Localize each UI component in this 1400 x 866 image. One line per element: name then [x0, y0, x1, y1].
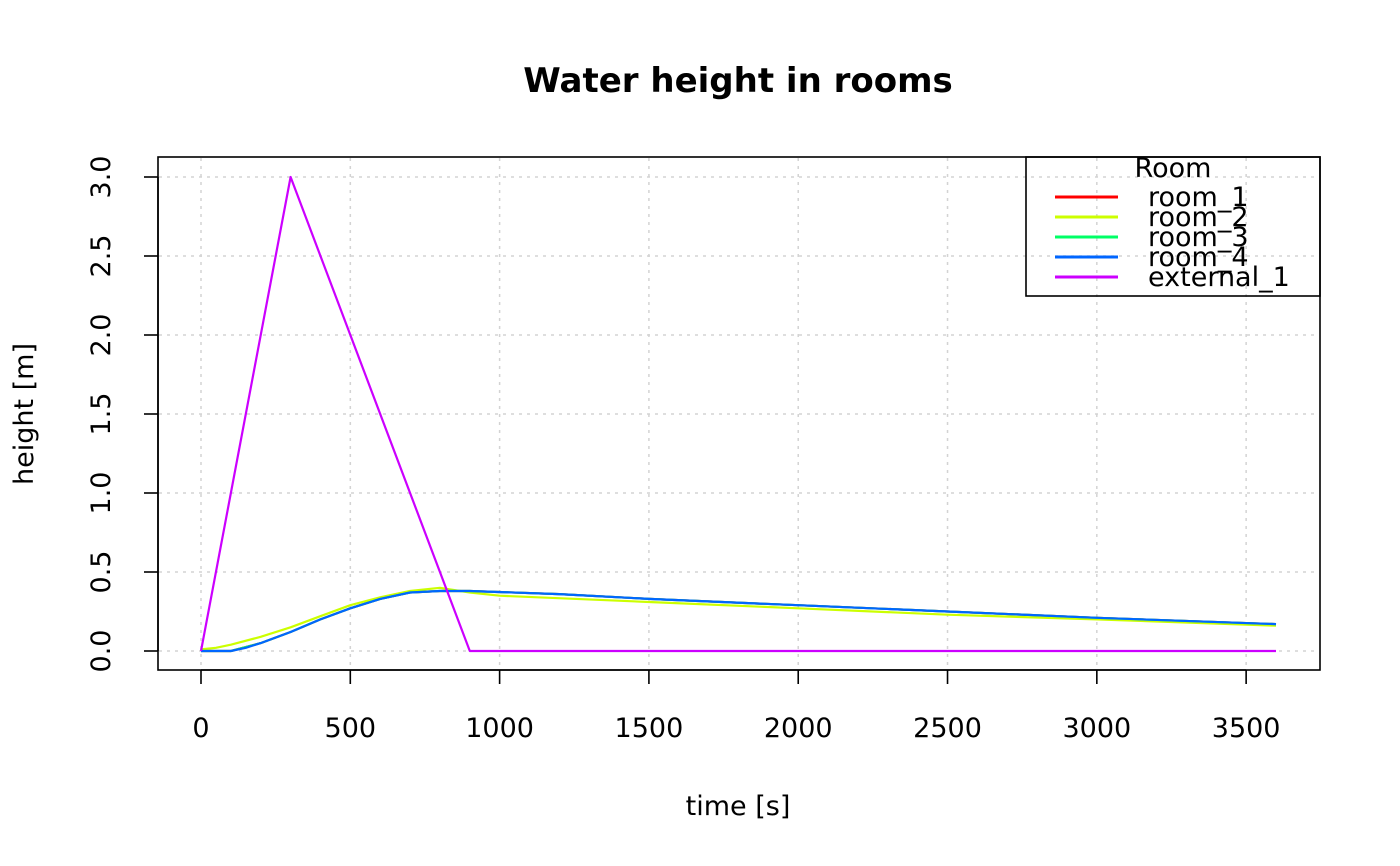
legend-label: room_1 [1148, 182, 1249, 213]
x-tick-label: 3000 [1062, 713, 1131, 744]
y-tick-label: 0.5 [86, 551, 117, 594]
legend-box [1025, 156, 1321, 297]
x-tick-label: 1500 [615, 713, 684, 744]
grid [159, 158, 1319, 669]
legend-label: external_1 [1148, 262, 1290, 293]
chart-title: Water height in rooms [523, 61, 953, 101]
series-line-room-2 [200, 586, 1277, 651]
series-layer [199, 175, 1277, 653]
x-tick-label: 0 [192, 713, 209, 744]
y-axis-label: height [m] [9, 343, 40, 485]
x-axis: 0 500 1000 1500 2000 2500 3000 3500 [192, 669, 1281, 744]
legend-label: room_4 [1148, 242, 1249, 273]
x-tick-label: 3500 [1212, 713, 1281, 744]
x-tick-label: 500 [325, 713, 377, 744]
series-line-room-4 [201, 589, 1277, 653]
x-tick-label: 2500 [913, 713, 982, 744]
y-tick-label: 2.0 [86, 314, 117, 357]
y-tick-label: 1.5 [86, 393, 117, 436]
x-axis-label: time [s] [686, 791, 791, 822]
y-axis: 0.0 0.5 1.0 1.5 2.0 2.5 3.0 [86, 156, 159, 673]
y-tick-label: 2.5 [86, 235, 117, 278]
legend-label: room_2 [1148, 202, 1249, 233]
y-tick-label: 1.0 [86, 472, 117, 515]
x-tick-label: 1000 [465, 713, 534, 744]
y-tick-label: 3.0 [86, 156, 117, 199]
legend-label: room_3 [1148, 222, 1249, 253]
y-tick-label: 0.0 [86, 630, 117, 673]
legend-title: Room [1135, 153, 1212, 184]
series-line-external-1 [199, 175, 1276, 653]
x-tick-label: 2000 [764, 713, 833, 744]
